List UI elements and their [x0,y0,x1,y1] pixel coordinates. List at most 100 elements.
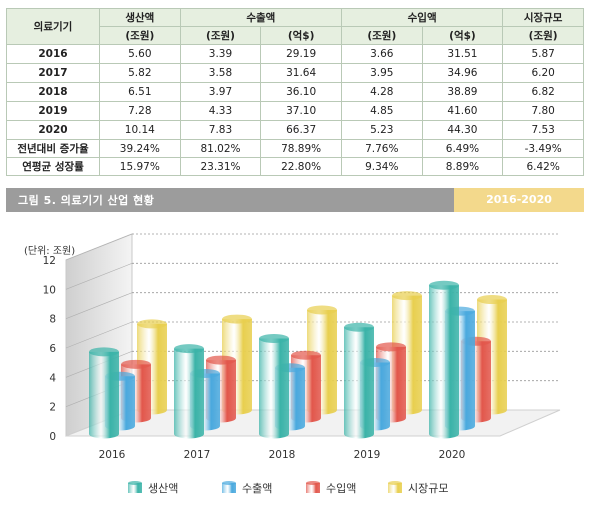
table-corner-header: 의료기기 [6,8,100,45]
y-tick-label: 10 [43,284,56,296]
y-tick-label: 8 [49,314,56,326]
table-cell: 39.24% [99,139,181,158]
table-unit-header: (조원) [99,26,181,45]
table-cell: 5.87 [502,44,584,64]
legend-item: 수출액 [222,481,272,495]
y-tick-label: 4 [49,372,56,384]
bar-top [137,319,167,329]
table-row-label: 연평균 성장률 [6,157,100,176]
bar-top [307,305,337,315]
table-cell: 10.14 [99,120,181,140]
table-cell: 34.96 [421,63,504,83]
gridline-side [65,233,133,261]
table-row-label: 2020 [6,120,100,140]
table-group-header: 수입액 [340,8,504,27]
table-cell: 3.97 [179,82,262,102]
table-group-header: 생산액 [99,8,181,27]
legend-item: 수입액 [306,481,356,495]
table-cell: 8.89% [421,157,504,176]
figure-title: 그림 5. 의료기기 산업 현황 [18,194,155,207]
table-cell: 66.37 [260,120,342,140]
bar-top [429,280,459,290]
bar-생산액 [174,344,204,439]
chart-bars [89,280,508,439]
table-cell: 3.95 [340,63,423,83]
bar-top [392,291,422,301]
table-cell: 3.39 [179,44,262,64]
bar-생산액 [259,334,289,439]
legend-label: 수입액 [326,482,356,495]
x-category-label: 2017 [184,449,211,461]
table-unit-header: (조원) [502,26,584,45]
bar-top [259,334,289,344]
table-cell: 7.83 [179,120,262,140]
gridline-side [65,263,133,290]
table-cell: 29.19 [260,44,342,64]
bar-생산액 [429,280,459,439]
table-cell: 6.49% [421,139,504,158]
table-cell: 78.89% [260,139,342,158]
table-unit-header: (조원) [340,26,423,45]
bar-top [222,314,252,324]
table-cell: 15.97% [99,157,181,176]
table-cell: 4.28 [340,82,423,102]
gridline-side [65,292,133,319]
table-row: 2017 5.82 3.58 31.64 3.95 34.96 6.20 [6,63,584,83]
y-axis-ticks: 0 2 4 6 8 10 12 [43,255,57,443]
table-cell: 6.20 [502,63,584,83]
table-row-label: 2018 [6,82,100,102]
table-cell: 44.30 [421,120,504,140]
y-tick-label: 6 [49,343,56,355]
table-cell: 9.34% [340,157,423,176]
table-cell: 4.85 [340,101,423,121]
legend-item: 시장규모 [388,481,448,495]
table-row-label: 2019 [6,101,100,121]
table-row: 2018 6.51 3.97 36.10 4.28 38.89 6.82 [6,82,584,102]
legend-swatch [222,483,236,493]
figure-range-badge: 2016-2020 [454,188,584,212]
table-group-header: 시장규모 [502,8,584,27]
legend-item: 생산액 [128,481,178,495]
table-cell: 31.64 [260,63,342,83]
table-row: 2020 10.14 7.83 66.37 5.23 44.30 7.53 [6,120,584,140]
table-cell: 5.60 [99,44,181,64]
table-unit-header: (조원) [179,26,262,45]
table-cell: 38.89 [421,82,504,102]
table-cell: 7.28 [99,101,181,121]
bar-top [89,347,119,357]
bar-top [477,295,507,305]
bar-top [174,344,204,354]
x-category-label: 2020 [439,449,466,461]
bar-top [344,322,374,332]
table-row-label: 2017 [6,63,100,83]
y-tick-label: 12 [43,255,56,267]
bar-top [121,359,151,369]
legend-label: 수출액 [242,482,272,495]
legend-swatch [128,483,142,493]
gridline-side [65,321,133,349]
x-axis-labels: 2016 2017 2018 2019 2020 [99,449,466,461]
bar-body [344,327,374,439]
bar-body [89,351,120,439]
table-cell: 22.80% [260,157,342,176]
bar-top [376,342,406,352]
table-cell: 6.82 [502,82,584,102]
table-cell: 7.53 [502,120,584,140]
bar-body [259,338,289,439]
table-cell: 3.66 [340,44,423,64]
table-cell: 31.51 [421,44,504,64]
chart-legend: 생산액 수출액 수입액 시장규모 [128,481,448,495]
bar-chart: 0 2 4 6 8 10 12 2016 2017 2018 2019 2020 생산액 수출액 수입액… [24,233,561,495]
table-row-label: 전년대비 증가율 [6,139,100,158]
figure-header: 그림 5. 의료기기 산업 현황 2016-2020 [6,188,584,212]
table-cell: 4.33 [179,101,262,121]
table-cell: 5.82 [99,63,181,83]
table-cell: 37.10 [260,101,342,121]
table-cell: 81.02% [179,139,262,158]
table-unit-header: (억$) [421,26,504,45]
bar-top [206,355,236,365]
table-cell: 6.51 [99,82,181,102]
table-row-label: 2016 [6,44,100,64]
bar-body [174,348,204,439]
data-table: 의료기기 생산액 수출액 수입액 시장규모 (조원) (조원) (억$) (조원) (억$)(… [6,8,584,176]
